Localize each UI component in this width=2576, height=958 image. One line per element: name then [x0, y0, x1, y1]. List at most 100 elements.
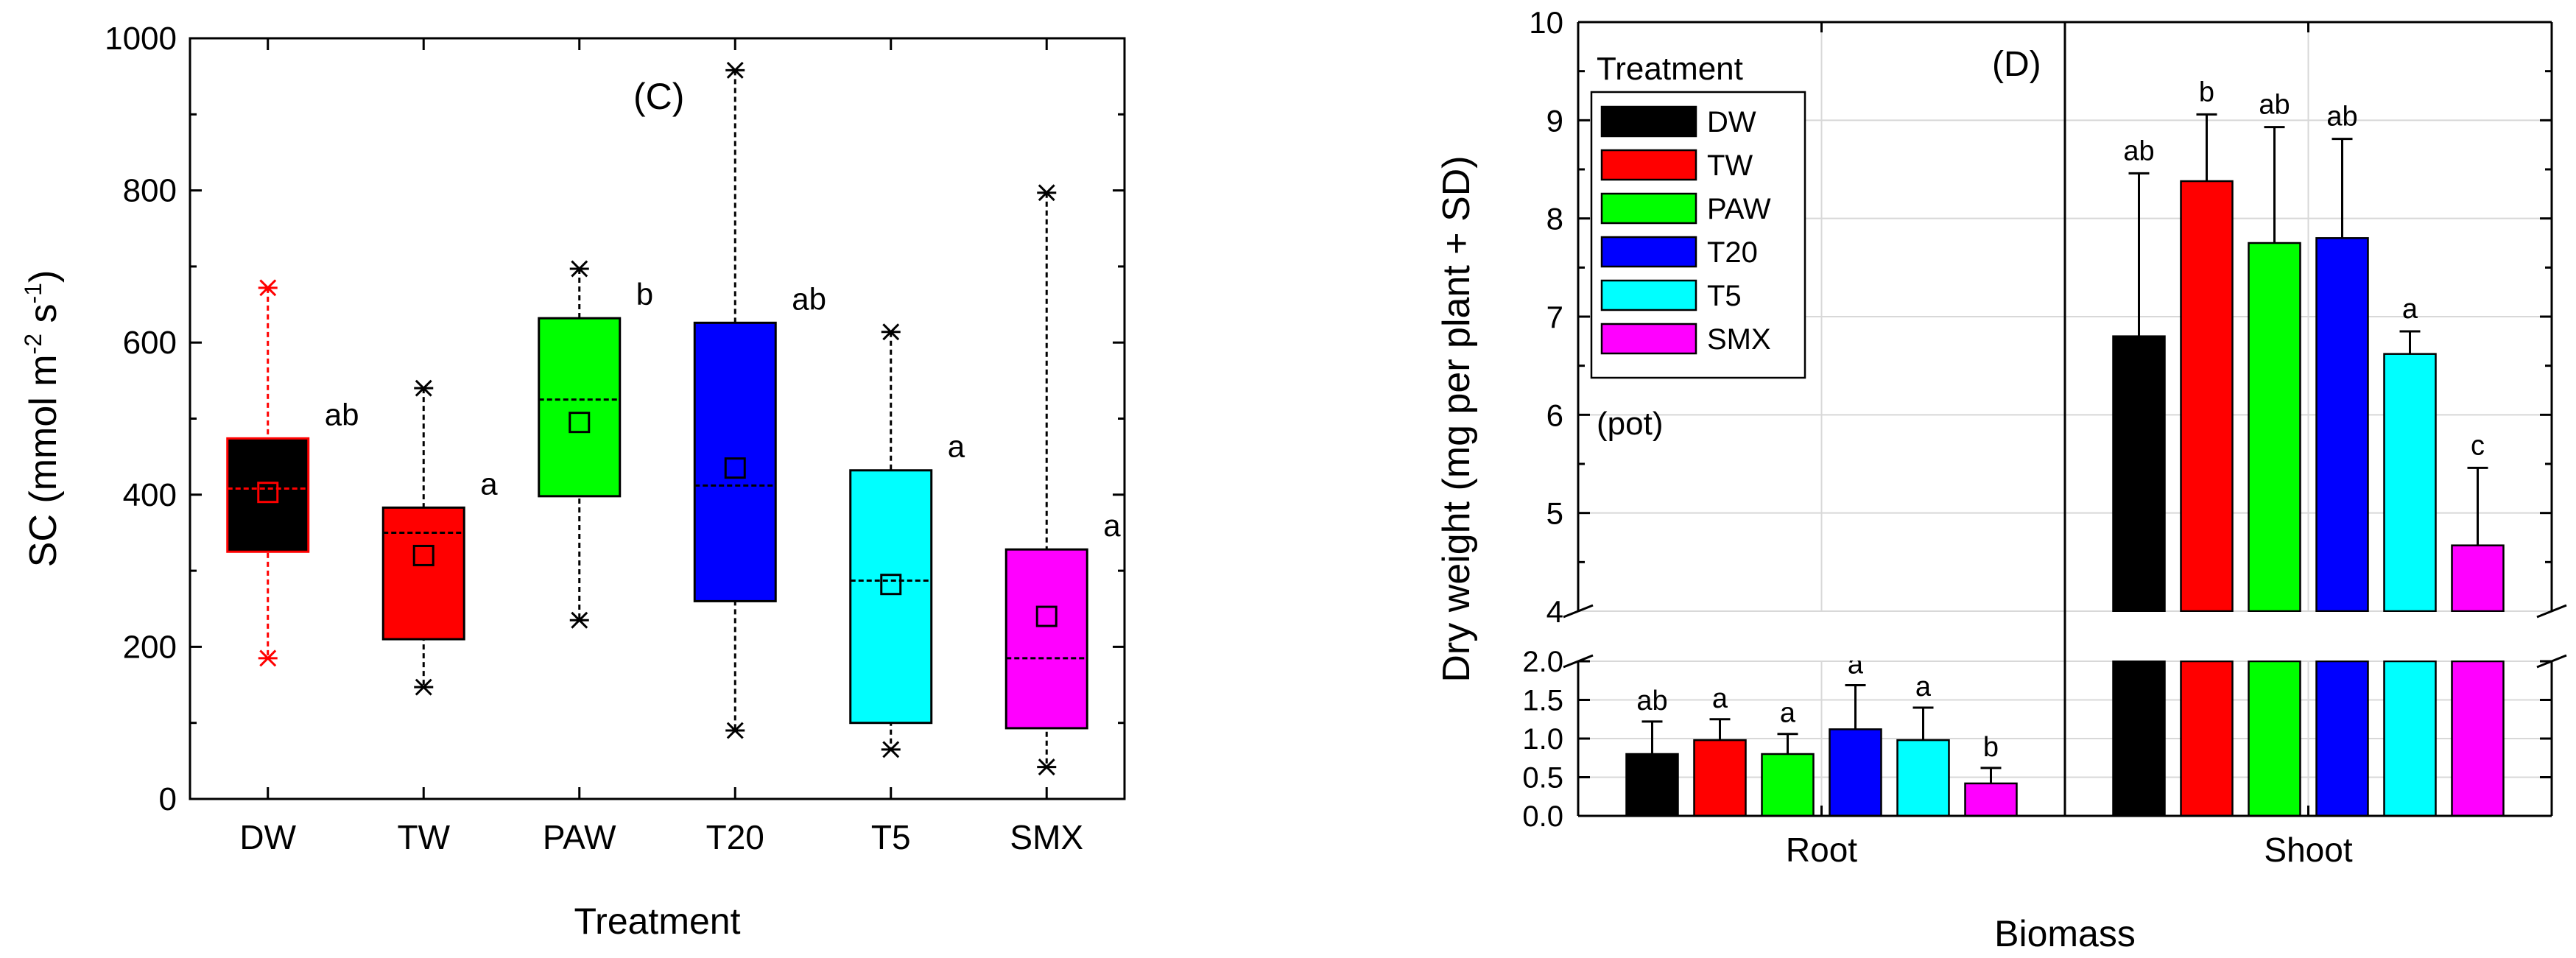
d-bar-shoot-paw: ab — [2248, 90, 2301, 817]
d-xtick-label: Root — [1786, 831, 1857, 869]
d-legend-swatch — [1600, 105, 1697, 138]
d-ytick-label: 4 — [1546, 594, 1563, 629]
d-bar-shoot-t20: ab — [2315, 102, 2369, 817]
d-inner-label: (pot) — [1597, 406, 1663, 442]
d-bar-rect — [1625, 753, 1679, 817]
d-legend-item-t20: T20 — [1600, 236, 1758, 269]
d-significance-letter: a — [1712, 683, 1728, 714]
c-significance-letter: a — [1103, 508, 1121, 543]
c-y-axis-title-part: -1 — [20, 283, 46, 303]
d-legend-label: T5 — [1707, 280, 1742, 312]
d-ytick-label: 10 — [1529, 5, 1563, 40]
d-ytick-label: 7 — [1546, 300, 1563, 334]
c-ytick-label: 0 — [159, 781, 177, 817]
d-ytick-label: 2.0 — [1522, 646, 1563, 678]
d-bar-rect-lower — [2112, 660, 2166, 817]
c-significance-letter: ab — [792, 281, 826, 316]
d-legend-item-tw: TW — [1600, 149, 1753, 182]
d-significance-letter: ab — [2326, 102, 2357, 133]
c-min-marker — [414, 678, 434, 696]
c-ytick-label: 1000 — [105, 21, 177, 57]
d-legend-label: T20 — [1707, 236, 1758, 269]
d-x-axis-title: Biomass — [1994, 913, 2136, 954]
c-box-dw: ab — [226, 279, 359, 667]
d-bar-rect-upper — [2451, 544, 2505, 613]
c-y-axis-title: SC (mmol m-2 s-1) — [20, 270, 65, 568]
c-min-marker-d2 — [571, 611, 588, 629]
c-min-marker — [881, 741, 901, 758]
d-legend-title: Treatment — [1597, 51, 1743, 87]
d-bar-rect — [1693, 739, 1747, 817]
c-min-marker-d2 — [259, 649, 277, 667]
d-significance-letter: ab — [2259, 90, 2290, 121]
c-max-marker — [569, 260, 589, 278]
d-bar-rect — [1829, 728, 1882, 817]
c-max-marker — [414, 379, 434, 397]
c-panel-label: (C) — [633, 76, 684, 117]
c-significance-letter: a — [480, 466, 498, 501]
c-box-tw: a — [381, 379, 498, 696]
d-legend-item-paw: PAW — [1600, 192, 1771, 225]
d-bar-rect-upper — [2248, 242, 2301, 613]
d-legend: DW TW PAW T20 T5 SMX — [1590, 91, 1806, 379]
d-bar-root-t5: a — [1896, 672, 1950, 817]
d-bar-shoot-smx: c — [2451, 430, 2505, 817]
d-bar-shoot-tw: b — [2180, 77, 2234, 817]
panel-c-box-plot: 0 200 400 600 800 1000 ab DW a TW b PAW ab T20 a T5 a SMX… — [20, 21, 1126, 942]
c-significance-letter: ab — [325, 397, 359, 432]
d-bar-rect-upper — [2315, 237, 2369, 613]
c-min-marker-d2 — [1038, 758, 1055, 776]
d-legend-label: TW — [1707, 149, 1753, 182]
d-bar-rect-lower — [2451, 660, 2505, 817]
c-min-marker — [1037, 758, 1057, 776]
d-legend-label: PAW — [1707, 193, 1771, 225]
c-min-marker — [569, 611, 589, 629]
c-ytick-label: 200 — [123, 629, 177, 665]
c-y-axis-title-part: SC (mmol m — [22, 354, 65, 567]
c-min-marker — [725, 722, 745, 739]
c-max-marker — [725, 61, 745, 79]
d-bar-shoot-t5: a — [2383, 294, 2437, 817]
c-xtick-label: DW — [239, 818, 296, 856]
d-legend-item-dw: DW — [1600, 105, 1756, 138]
d-ytick-label: 1.5 — [1522, 685, 1563, 717]
c-ytick-label: 400 — [123, 477, 177, 513]
c-plot-frame — [189, 37, 1126, 800]
c-box-rect — [538, 317, 622, 498]
c-xtick-label: PAW — [543, 818, 616, 856]
d-legend-item-t5: T5 — [1600, 279, 1742, 312]
d-bar-root-paw: a — [1761, 698, 1815, 817]
c-xtick-label: T5 — [871, 818, 911, 856]
c-xtick-label: TW — [397, 818, 450, 856]
c-max-marker-d2 — [259, 279, 277, 297]
c-max-marker-d2 — [571, 260, 588, 278]
c-xtick-label: SMX — [1010, 818, 1083, 856]
d-bar-root-tw: a — [1693, 683, 1747, 817]
d-axis-break-mark — [2536, 604, 2567, 619]
c-box-t5: a — [849, 323, 965, 758]
d-y-axis-title: Dry weight (mg per plant + SD) — [1435, 155, 1478, 682]
d-significance-letter: a — [1780, 698, 1796, 729]
c-significance-letter: a — [948, 429, 965, 464]
d-bar-rect-lower — [2180, 660, 2234, 817]
c-mean-marker — [880, 574, 902, 596]
d-legend-swatch — [1600, 149, 1697, 181]
d-legend-swatch — [1600, 192, 1697, 225]
d-significance-letter: c — [2471, 430, 2485, 461]
c-x-axis-title: Treatment — [574, 901, 740, 942]
c-box-rect — [1004, 548, 1088, 730]
c-max-marker — [258, 279, 278, 297]
c-y-axis-title-part: s — [22, 304, 65, 334]
d-bar-rect-upper — [2383, 353, 2437, 613]
d-significance-letter: ab — [1636, 686, 1667, 716]
d-bar-rect — [1896, 739, 1950, 817]
c-box-rect — [693, 321, 777, 602]
c-min-marker-d2 — [882, 741, 900, 758]
d-ytick-label: 6 — [1546, 398, 1563, 432]
d-bar-rect-lower — [2383, 660, 2437, 817]
c-min-marker-d2 — [415, 678, 432, 696]
d-legend-item-smx: SMX — [1600, 323, 1771, 356]
c-mean-marker — [569, 412, 591, 434]
